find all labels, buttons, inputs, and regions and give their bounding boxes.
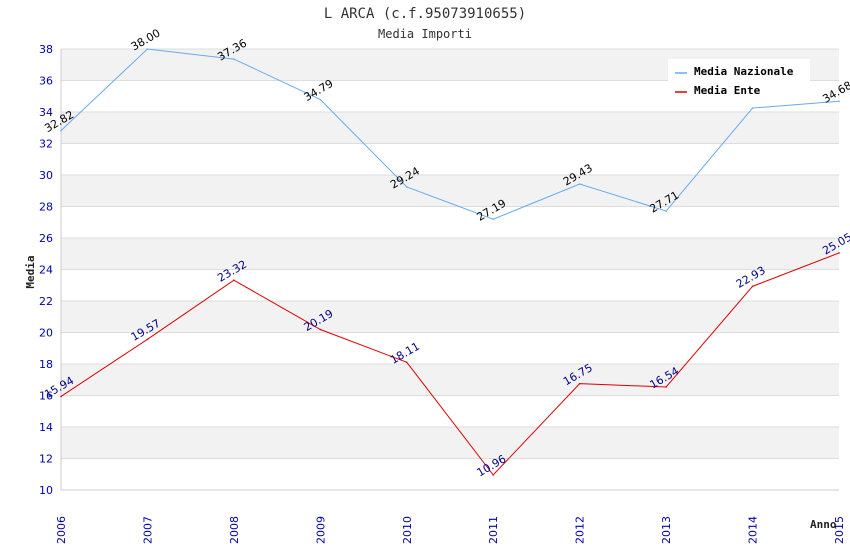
y-tick-label: 18 [39, 358, 53, 371]
y-tick-label: 28 [39, 201, 53, 214]
grid-band [61, 206, 839, 238]
y-tick-label: 10 [39, 484, 53, 497]
data-point [405, 361, 408, 364]
data-point [665, 386, 667, 388]
y-tick-label: 34 [39, 106, 53, 119]
legend: Media Nazionale Media Ente [668, 59, 810, 103]
grid-band [61, 458, 839, 490]
y-tick-label: 24 [39, 264, 53, 277]
series-line [60, 48, 840, 220]
y-tick-label: 16 [39, 390, 53, 403]
data-point [319, 98, 322, 101]
x-axis-label: Anno [810, 518, 837, 531]
y-tick-label: 36 [39, 75, 53, 88]
data-point [838, 100, 840, 103]
x-tick-label: 2007 [141, 516, 154, 544]
chart-title: L ARCA (c.f.95073910655) [323, 6, 527, 22]
grid-band [61, 175, 839, 207]
series-lines [60, 48, 840, 476]
x-tick-label: 2006 [55, 516, 68, 544]
y-tick-label: 30 [39, 169, 53, 182]
y-tick-label: 32 [39, 138, 53, 151]
y-axis-label: Media [24, 255, 37, 288]
data-point [492, 474, 495, 476]
data-point [233, 279, 235, 282]
y-tick-label: 26 [39, 232, 53, 245]
data-point [578, 183, 581, 185]
data-point [751, 285, 754, 288]
x-tick-label: 2014 [747, 516, 760, 544]
y-tick-label: 22 [39, 295, 53, 308]
grid-band [61, 143, 839, 175]
x-tick-label: 2008 [228, 516, 241, 544]
series-line [60, 252, 840, 476]
grid-band [61, 269, 839, 301]
data-point [60, 129, 62, 132]
grid-band [61, 238, 839, 270]
x-tick-label: 2012 [574, 516, 587, 544]
x-tick-label: 2011 [487, 516, 500, 544]
grid-band [61, 427, 839, 459]
y-tick-labels: 10 12 14 16 18 20 22 24 26 28 30 32 34 36 38 [39, 43, 53, 497]
data-point [838, 252, 840, 254]
data-point [751, 107, 754, 109]
grid-band [61, 395, 839, 427]
grid-band [61, 364, 839, 396]
y-tick-label: 20 [39, 327, 53, 340]
data-point [578, 382, 581, 385]
x-tick-label: 2013 [660, 516, 673, 544]
data-point [146, 48, 149, 50]
legend-label-media-nazionale: Media Nazionale [694, 65, 794, 78]
y-tick-label: 38 [39, 43, 53, 56]
data-point [492, 218, 495, 221]
x-tick-labels: 2006 2007 2008 2009 2010 2011 2012 2013 2014 2015 [55, 516, 846, 544]
grid-band [61, 301, 839, 333]
x-tick-label: 2010 [401, 516, 414, 544]
legend-label-media-ente: Media Ente [694, 84, 761, 97]
grid-band [61, 112, 839, 144]
y-tick-label: 12 [39, 453, 53, 466]
plot-background-bands [61, 49, 839, 490]
x-tick-label: 2009 [314, 516, 327, 544]
data-point [319, 328, 322, 331]
data-point [665, 210, 667, 212]
data-point [233, 58, 235, 60]
data-point [146, 338, 149, 341]
data-point [60, 395, 62, 398]
y-tick-label: 14 [39, 421, 53, 434]
x-tick-label: 2015 [833, 516, 846, 544]
legend-box [668, 59, 810, 103]
chart-subtitle: Media Importi [378, 27, 472, 41]
data-point [405, 186, 408, 188]
grid-band [61, 332, 839, 364]
